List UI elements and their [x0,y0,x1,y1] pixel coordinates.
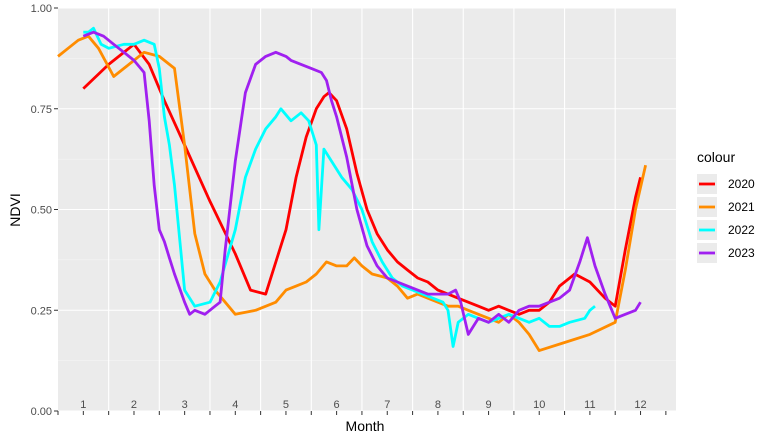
month-label: 1 [80,399,86,411]
y-tick-label: 0.25 [31,305,52,317]
month-label: 11 [584,399,595,411]
legend-label-2020: 2020 [728,177,755,191]
series-lines [57,26,647,352]
series-line-2020 [82,42,642,316]
month-label: 3 [182,399,188,411]
y-axis-title: NDVI [7,193,23,226]
y-tick-label: 0.00 [31,406,52,418]
month-label: 4 [232,399,238,411]
y-axis-ticks: 0.00 0.25 0.50 0.75 1.00 [31,3,58,418]
x-axis-title: Month [346,418,385,434]
legend: colour 2020 2021 2022 2023 [697,149,755,263]
month-label: 5 [283,399,289,411]
y-tick-label: 0.75 [31,104,52,116]
month-label: 6 [334,399,340,411]
y-tick-label: 0.50 [31,205,52,217]
month-label: 12 [634,399,646,411]
month-label: 9 [486,399,492,411]
legend-label-2023: 2023 [728,246,755,260]
series-line-2022 [83,26,596,348]
month-label: 2 [131,399,137,411]
month-label: 10 [533,399,545,411]
month-labels: 1 2 3 4 5 6 7 8 9 10 11 12 [80,399,646,411]
month-label: 8 [435,399,441,411]
month-label: 7 [384,399,390,411]
legend-label-2022: 2022 [728,223,755,237]
legend-title: colour [697,149,735,165]
series-line-2023 [82,30,642,336]
legend-label-2021: 2021 [728,200,755,214]
y-tick-label: 1.00 [31,3,52,15]
month-separator-ticks [57,411,667,415]
